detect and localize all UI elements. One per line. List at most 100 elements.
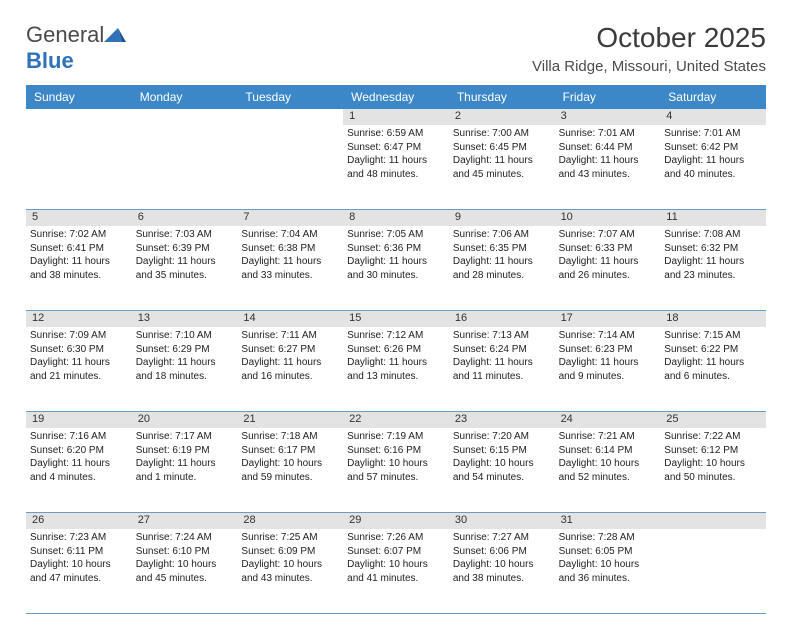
day2-line: and 30 minutes. [347,269,445,283]
dow-tuesday: Tuesday [237,85,343,109]
day-number: 19 [26,412,132,428]
sunset-line: Sunset: 6:19 PM [136,444,234,458]
day2-line: and 26 minutes. [559,269,657,283]
day-number [132,109,238,125]
sunrise-line: Sunrise: 7:23 AM [30,531,128,545]
sunset-line: Sunset: 6:16 PM [347,444,445,458]
day2-line: and 33 minutes. [241,269,339,283]
day1-line: Daylight: 11 hours [30,356,128,370]
day2-line: and 38 minutes. [453,572,551,586]
day1-line: Daylight: 10 hours [559,558,657,572]
day-number: 28 [237,513,343,529]
sunrise-line: Sunrise: 7:12 AM [347,329,445,343]
day1-line: Daylight: 11 hours [30,457,128,471]
day-cell: Sunrise: 7:23 AMSunset: 6:11 PMDaylight:… [26,529,132,613]
sunrise-line: Sunrise: 7:13 AM [453,329,551,343]
logo-word-blue: Blue [26,48,74,73]
day-cell: Sunrise: 7:16 AMSunset: 6:20 PMDaylight:… [26,428,132,512]
day-number: 5 [26,210,132,226]
day1-line: Daylight: 10 hours [241,457,339,471]
day-number: 20 [132,412,238,428]
dow-monday: Monday [132,85,238,109]
day-number: 9 [449,210,555,226]
day-cell: Sunrise: 7:27 AMSunset: 6:06 PMDaylight:… [449,529,555,613]
day1-line: Daylight: 11 hours [664,356,762,370]
day2-line: and 36 minutes. [559,572,657,586]
day2-line: and 59 minutes. [241,471,339,485]
sunset-line: Sunset: 6:06 PM [453,545,551,559]
title-location: Villa Ridge, Missouri, United States [532,58,766,75]
sunset-line: Sunset: 6:24 PM [453,343,551,357]
day2-line: and 23 minutes. [664,269,762,283]
sunrise-line: Sunrise: 7:04 AM [241,228,339,242]
sunset-line: Sunset: 6:11 PM [30,545,128,559]
day2-line: and 4 minutes. [30,471,128,485]
sunrise-line: Sunrise: 7:16 AM [30,430,128,444]
sunrise-line: Sunrise: 7:26 AM [347,531,445,545]
sunset-line: Sunset: 6:29 PM [136,343,234,357]
sunrise-line: Sunrise: 7:09 AM [30,329,128,343]
day-cell: Sunrise: 7:19 AMSunset: 6:16 PMDaylight:… [343,428,449,512]
day-number: 8 [343,210,449,226]
day-cell [237,125,343,209]
day-cell: Sunrise: 7:17 AMSunset: 6:19 PMDaylight:… [132,428,238,512]
day1-line: Daylight: 10 hours [664,457,762,471]
sunset-line: Sunset: 6:15 PM [453,444,551,458]
day-number: 10 [555,210,661,226]
day2-line: and 18 minutes. [136,370,234,384]
day-cell: Sunrise: 7:04 AMSunset: 6:38 PMDaylight:… [237,226,343,310]
sunrise-line: Sunrise: 7:08 AM [664,228,762,242]
day2-line: and 45 minutes. [453,168,551,182]
day-cell: Sunrise: 7:22 AMSunset: 6:12 PMDaylight:… [660,428,766,512]
sunrise-line: Sunrise: 7:14 AM [559,329,657,343]
sunrise-line: Sunrise: 7:03 AM [136,228,234,242]
day1-line: Daylight: 11 hours [347,356,445,370]
sunrise-line: Sunrise: 7:18 AM [241,430,339,444]
sunset-line: Sunset: 6:42 PM [664,141,762,155]
day1-line: Daylight: 11 hours [136,457,234,471]
sunset-line: Sunset: 6:36 PM [347,242,445,256]
sunrise-line: Sunrise: 7:06 AM [453,228,551,242]
day-number: 18 [660,311,766,327]
day-cell: Sunrise: 7:05 AMSunset: 6:36 PMDaylight:… [343,226,449,310]
day2-line: and 21 minutes. [30,370,128,384]
day1-line: Daylight: 11 hours [559,356,657,370]
day2-line: and 48 minutes. [347,168,445,182]
sunset-line: Sunset: 6:32 PM [664,242,762,256]
sunrise-line: Sunrise: 7:02 AM [30,228,128,242]
sunset-line: Sunset: 6:14 PM [559,444,657,458]
sunset-line: Sunset: 6:30 PM [30,343,128,357]
day-cell: Sunrise: 7:12 AMSunset: 6:26 PMDaylight:… [343,327,449,411]
day2-line: and 16 minutes. [241,370,339,384]
sunrise-line: Sunrise: 7:25 AM [241,531,339,545]
day-number: 22 [343,412,449,428]
sunset-line: Sunset: 6:20 PM [30,444,128,458]
day-number: 7 [237,210,343,226]
sunrise-line: Sunrise: 7:01 AM [559,127,657,141]
week-row: Sunrise: 7:16 AMSunset: 6:20 PMDaylight:… [26,428,766,513]
day-number: 14 [237,311,343,327]
sunset-line: Sunset: 6:27 PM [241,343,339,357]
day-cell [26,125,132,209]
day2-line: and 50 minutes. [664,471,762,485]
weeks-container: 1234Sunrise: 6:59 AMSunset: 6:47 PMDayli… [26,109,766,614]
sunrise-line: Sunrise: 7:27 AM [453,531,551,545]
day-cell: Sunrise: 7:20 AMSunset: 6:15 PMDaylight:… [449,428,555,512]
day-number: 6 [132,210,238,226]
sunset-line: Sunset: 6:09 PM [241,545,339,559]
sunrise-line: Sunrise: 7:21 AM [559,430,657,444]
day-cell: Sunrise: 7:03 AMSunset: 6:39 PMDaylight:… [132,226,238,310]
day1-line: Daylight: 11 hours [241,255,339,269]
sunrise-line: Sunrise: 7:05 AM [347,228,445,242]
day-cell: Sunrise: 7:09 AMSunset: 6:30 PMDaylight:… [26,327,132,411]
day2-line: and 38 minutes. [30,269,128,283]
day-number: 15 [343,311,449,327]
day2-line: and 57 minutes. [347,471,445,485]
sunset-line: Sunset: 6:41 PM [30,242,128,256]
header: General Blue October 2025 Villa Ridge, M… [26,22,766,75]
day-number-row: 19202122232425 [26,412,766,428]
day-number: 21 [237,412,343,428]
day2-line: and 52 minutes. [559,471,657,485]
day-number [26,109,132,125]
sunset-line: Sunset: 6:23 PM [559,343,657,357]
